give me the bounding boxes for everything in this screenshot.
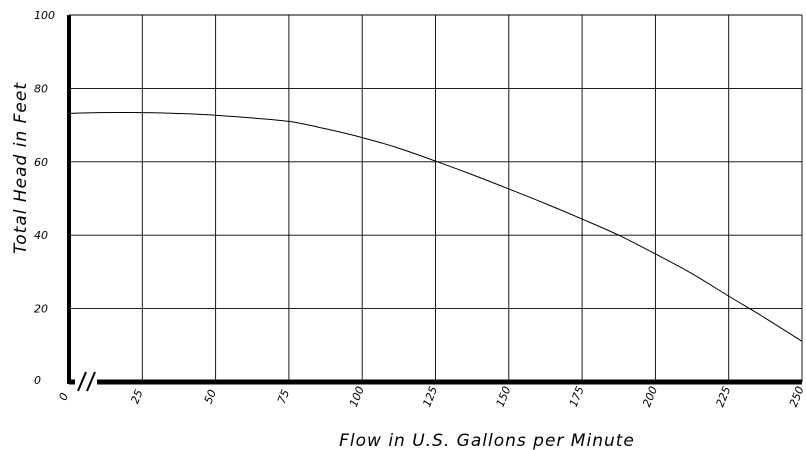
y-tick-label-80: 80 (34, 82, 48, 95)
curve-layer (68, 112, 803, 342)
y-axis-title: Total Head in Feet (11, 82, 31, 254)
x-tick-label-250: 250 (787, 385, 806, 409)
x-tick-label-175: 175 (567, 385, 587, 409)
x-tick-label-75: 75 (275, 388, 292, 406)
y-tick-label-20: 20 (34, 303, 48, 316)
grid-layer (69, 14, 803, 382)
y-tick-label-40: 40 (34, 229, 48, 242)
x-tick-label-25: 25 (128, 388, 145, 406)
axis-layer (67, 15, 802, 392)
axis-break-mark (75, 371, 97, 392)
x-tick-label-0: 0 (56, 391, 71, 402)
x-axis-title: Flow in U.S. Gallons per Minute (339, 431, 635, 450)
x-tick-label-125: 125 (420, 385, 440, 409)
x-tick-label-150: 150 (494, 385, 514, 409)
y-tick-label-0: 0 (34, 374, 41, 387)
x-tick-label-200: 200 (640, 385, 660, 409)
x-tick-label-50: 50 (202, 388, 219, 406)
y-tick-label-100: 100 (34, 9, 55, 22)
y-tick-label-60: 60 (34, 156, 48, 169)
x-tick-label-100: 100 (347, 385, 367, 409)
pump-curve-line-0 (68, 112, 803, 342)
x-tick-label-225: 225 (713, 385, 733, 409)
label-layer: 0 25 50 75 100 125 150 175 200 225 250 0 20 40 60 80 100 (34, 9, 806, 409)
